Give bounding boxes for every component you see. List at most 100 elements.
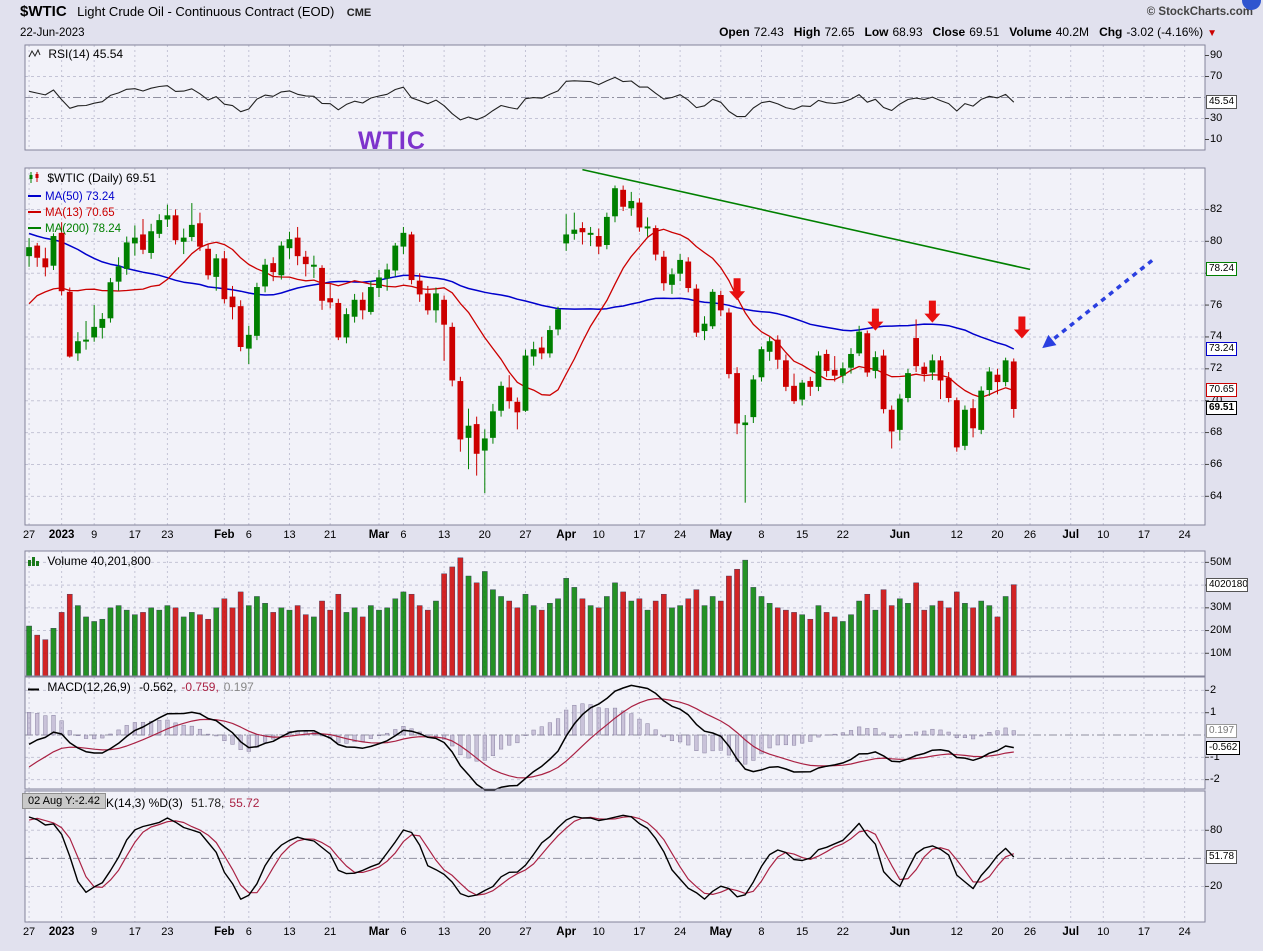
macd-histogram-bar (946, 731, 951, 736)
corner-chip-icon[interactable] (1242, 0, 1261, 10)
stoch-value-tag: 51.78 (1206, 849, 1238, 864)
x-axis-top-label: 21 (324, 529, 337, 541)
volume-bar (441, 573, 447, 677)
volume-bar (449, 566, 456, 677)
macd-histogram-bar (75, 734, 80, 736)
y-axis-tick: 66 (1210, 457, 1223, 470)
macd-histogram-bar (938, 729, 943, 736)
volume-bar (66, 593, 73, 677)
macd-value-tag: 0.197 (1206, 723, 1238, 738)
volume-bar (766, 603, 773, 677)
volume-bar (83, 616, 89, 677)
macd-histogram-bar (637, 718, 642, 736)
y-axis-tick: 64 (1210, 489, 1223, 502)
macd-histogram-bar (661, 734, 666, 738)
macd-histogram-bar (848, 730, 854, 736)
volume-bar (237, 591, 244, 677)
x-axis-top-label: 17 (128, 529, 141, 541)
volume-bar (368, 605, 374, 677)
volume-bar (913, 582, 919, 677)
volume-bar (58, 612, 65, 677)
macd-histogram-bar (962, 734, 967, 738)
macd-histogram-bar (954, 734, 959, 739)
volume-bar (490, 589, 496, 677)
macd-histogram-bar (686, 734, 691, 746)
y-axis-tick: 30 (1210, 112, 1223, 124)
volume-bar (335, 593, 342, 677)
x-axis-bottom-label: 21 (324, 926, 337, 938)
volume-bar (506, 600, 513, 677)
volume-bar (807, 618, 814, 677)
volume-bar (26, 625, 32, 677)
ma200-line (582, 168, 1031, 271)
volume-bar (970, 607, 976, 677)
volume-bar (888, 605, 895, 677)
x-axis-top-label: 10 (1097, 529, 1110, 541)
ma-legend-item: MA(13) 70.65 (28, 205, 121, 221)
volume-bar (205, 618, 211, 677)
macd-histogram-bar (499, 734, 504, 750)
x-axis-top-label: 10 (592, 529, 605, 541)
candlesticks (26, 185, 1017, 503)
quote-label: Close (932, 25, 966, 39)
copyright-link[interactable]: © StockCharts.com (1146, 6, 1253, 18)
macd-histogram-bar (490, 734, 495, 756)
y-axis-tick: 20M (1210, 624, 1232, 637)
volume-bar (416, 605, 423, 677)
y-axis-tick: 1 (1210, 706, 1217, 719)
volume-bar (91, 621, 97, 677)
volume-bar (669, 607, 675, 677)
ma-legend-text: MA(13) 70.65 (45, 207, 115, 219)
macd-histogram-bar (922, 730, 927, 736)
red-down-arrow (924, 300, 941, 323)
x-axis-top-label: 15 (796, 529, 809, 541)
macd-histogram-bar (816, 734, 821, 738)
hover-tooltip: 02 Aug Y:-2.42 (22, 793, 106, 809)
volume-bar (644, 609, 651, 677)
volume-bar (538, 609, 545, 677)
volume-bar (864, 593, 871, 677)
wtic-annotation: WTIC (358, 127, 426, 155)
macd-histogram-bar (775, 734, 780, 746)
macd-histogram-bar (718, 734, 723, 751)
y-axis-tick: -2 (1210, 773, 1220, 786)
x-axis-bottom-label: 8 (758, 926, 765, 938)
macd-histogram-bar (263, 734, 268, 743)
price-value-tag: 73.24 (1206, 342, 1238, 357)
macd-histogram-bar (523, 734, 528, 736)
macd-histogram-bar (808, 734, 813, 742)
stoch-plot-area[interactable] (25, 791, 1205, 922)
x-axis-top-label: 12 (950, 529, 963, 541)
ma-legend: MA(50) 73.24 MA(13) 70.65 MA(200) 78.24 (28, 189, 121, 237)
blue-dashed-arrow-shaft (1051, 259, 1154, 342)
volume-legend: Volume 40,201,800 (28, 554, 151, 568)
volume-bar (433, 600, 439, 677)
volume-bar (978, 600, 985, 677)
macd-histogram-bar (930, 728, 935, 736)
x-axis-bottom-label: 17 (128, 926, 141, 938)
instrument-name: Light Crude Oil - Continuous Contract (E… (77, 4, 335, 19)
volume-bar (986, 605, 993, 677)
stoch-d-line (28, 815, 1015, 896)
x-axis-top-label: May (709, 529, 732, 541)
y-axis-tick: 72 (1210, 362, 1223, 375)
x-axis-top-label: Feb (214, 529, 235, 541)
volume-bar (1002, 596, 1009, 677)
macd-histogram-bar (1003, 727, 1008, 736)
x-axis-bottom-label: 13 (437, 926, 451, 938)
volume-bar (343, 612, 350, 677)
volume-bar (327, 609, 333, 677)
macd-histogram-bar (743, 734, 748, 765)
volume-bar (563, 578, 569, 677)
macd-histogram-bar (580, 703, 585, 736)
macd-histogram-bar (108, 733, 113, 736)
volume-bar (465, 575, 472, 677)
macd-histogram-bar (189, 725, 194, 736)
red-down-arrow (1013, 316, 1030, 339)
volume-bar (677, 605, 683, 677)
volume-bar (132, 614, 138, 677)
volume-bar (376, 609, 382, 677)
volume-bar (799, 614, 805, 677)
volume-bars-icon (28, 557, 39, 566)
